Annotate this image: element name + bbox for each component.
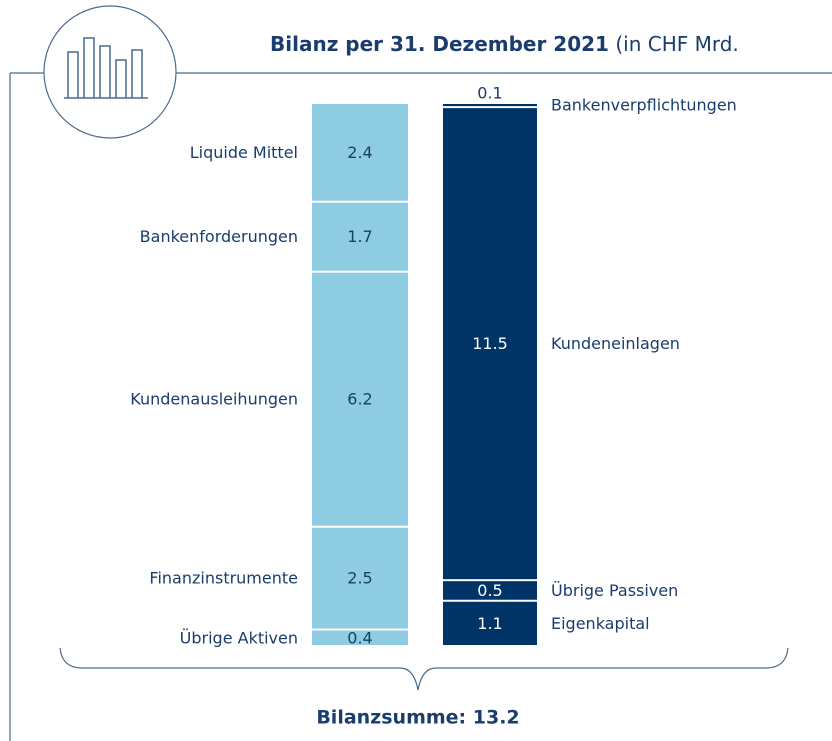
value-label: 0.1 (477, 84, 502, 103)
icon-bars (64, 37, 148, 99)
title-main: Bilanz per 31. Dezember 2021 (270, 32, 609, 56)
bar-segment (443, 104, 537, 107)
value-label: 0.4 (347, 628, 372, 647)
value-label: 6.2 (347, 390, 372, 409)
segment-label: Eigenkapital (551, 614, 650, 633)
bar-segment (312, 272, 408, 526)
bar-segment (443, 601, 537, 645)
value-label: 2.5 (347, 569, 372, 588)
segment-label: Übrige Passiven (551, 581, 678, 600)
value-label: 11.5 (472, 334, 508, 353)
segment-label: Bankenforderungen (140, 227, 298, 246)
segment-label: Bankenverpflichtungen (551, 96, 737, 115)
segment-label: Übrige Aktiven (180, 628, 298, 647)
title-unit: (in CHF Mrd. (615, 32, 738, 56)
segment-label: Liquide Mittel (190, 143, 298, 162)
bar-segment (312, 202, 408, 271)
bar-segment (312, 104, 408, 201)
bar-segment (312, 527, 408, 629)
bar-segment (443, 581, 537, 600)
segment-label: Kundenausleihungen (130, 390, 298, 409)
total-label: Bilanzsumme: 13.2 (316, 707, 519, 729)
value-label: 2.4 (347, 143, 372, 162)
value-label: 1.7 (347, 227, 372, 246)
value-label: 0.5 (477, 581, 502, 600)
segment-label: Finanzinstrumente (149, 569, 298, 588)
segment-label: Kundeneinlagen (551, 334, 680, 353)
brace (59, 647, 789, 691)
value-label: 1.1 (477, 614, 502, 633)
bar-segment (312, 630, 408, 645)
bar-segment (443, 108, 537, 580)
chart-title: Bilanz per 31. Dezember 2021 (in CHF Mrd… (270, 32, 739, 56)
